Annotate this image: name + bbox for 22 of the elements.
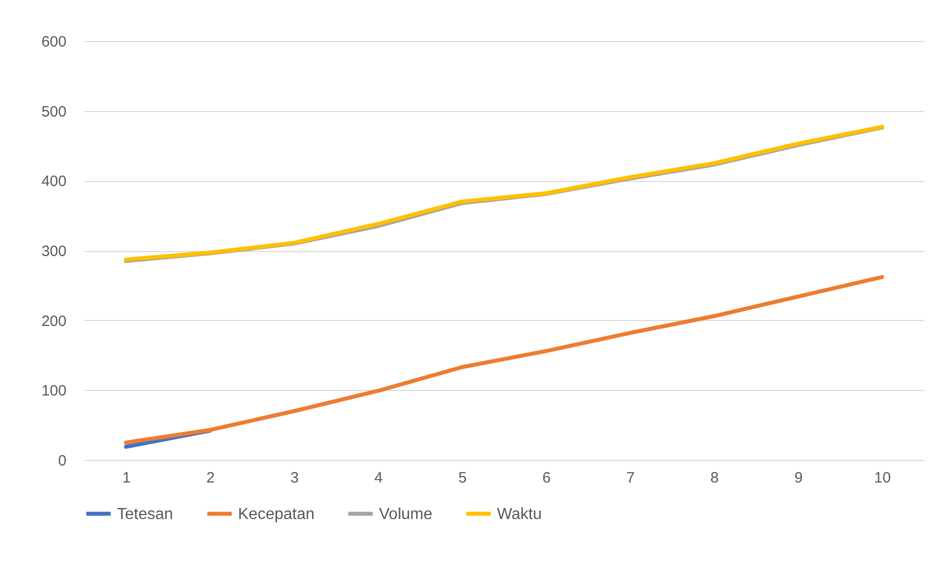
x-tick-label: 3 — [290, 470, 299, 486]
x-tick-label: 6 — [542, 470, 551, 486]
x-tick-label: 10 — [874, 470, 891, 486]
line-series — [124, 275, 884, 445]
x-tick-label: 9 — [794, 470, 803, 486]
y-tick-label: 500 — [41, 103, 66, 120]
x-tick-label: 5 — [458, 470, 467, 486]
legend-label: Waktu — [497, 506, 542, 523]
x-tick-label: 4 — [374, 470, 383, 486]
x-tick-label: 2 — [206, 470, 215, 486]
y-tick-label: 0 — [58, 452, 66, 470]
y-tick-label: 200 — [41, 312, 66, 330]
y-tick-label: 100 — [41, 382, 66, 400]
x-tick-label: 8 — [710, 470, 719, 486]
legend-label: Volume — [379, 506, 432, 523]
y-tick-label: 600 — [41, 34, 66, 50]
y-tick-label: 400 — [41, 173, 66, 190]
legend-label: Tetesan — [117, 506, 174, 523]
x-tick-label: 1 — [122, 470, 131, 486]
legend-label: Kecepatan — [238, 506, 315, 523]
y-tick-label: 300 — [41, 243, 66, 260]
x-tick-label: 7 — [626, 470, 635, 486]
